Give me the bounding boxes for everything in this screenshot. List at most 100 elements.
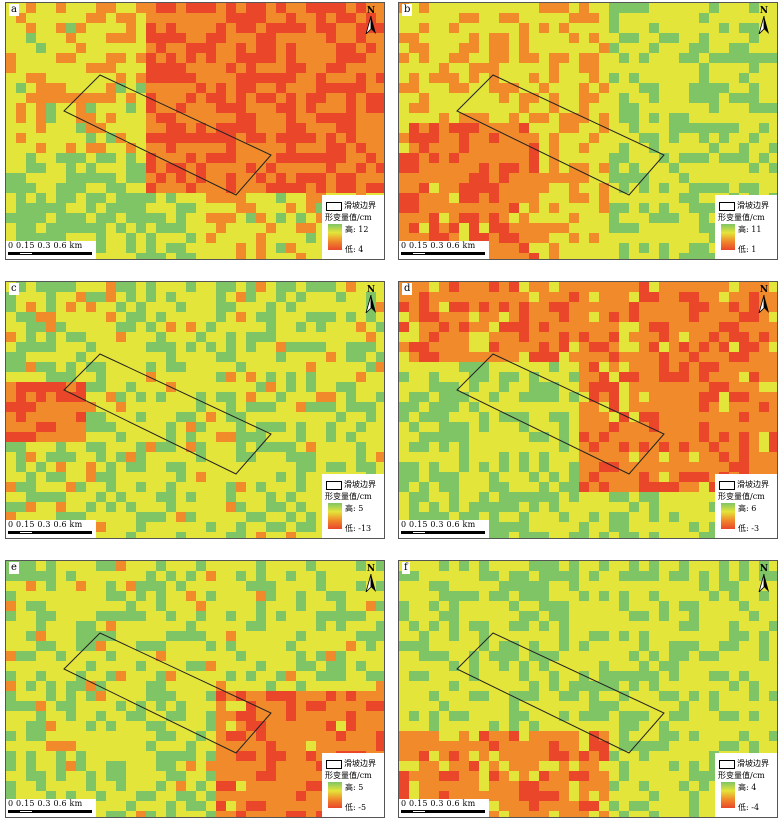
scale-bar-labels: 0 0.15 0.3 0.6 km (401, 241, 476, 250)
scale-bar-labels: 0 0.15 0.3 0.6 km (401, 799, 476, 808)
legend-high-value: 5 (358, 783, 364, 792)
map-panel-b: b N 0 0.15 0.3 0.6 km 滑坡边界 形变量值/cm 高: 11… (398, 2, 778, 260)
north-arrow-icon: N (757, 285, 771, 315)
legend: 滑坡边界 形变量值/cm 高: 6 低: -3 (715, 474, 777, 538)
scale-bar-graphic (8, 531, 92, 534)
legend-high-value: 12 (358, 225, 369, 234)
scale-bar-graphic (401, 252, 485, 255)
legend-boundary-label: 滑坡边界 (344, 759, 376, 768)
color-ramp (721, 224, 735, 250)
legend-low-prefix: 低: (345, 245, 359, 254)
legend-low-prefix: 低: (345, 803, 359, 812)
color-ramp (721, 503, 735, 529)
legend-low-value: -3 (751, 524, 760, 533)
north-arrow-icon: N (757, 564, 771, 594)
north-arrow-icon: N (364, 564, 378, 594)
deformation-map (6, 282, 384, 538)
scale-bar-graphic (401, 531, 485, 534)
scale-bar: 0 0.15 0.3 0.6 km (399, 799, 489, 817)
boundary-symbol-icon (719, 480, 735, 490)
legend-title: 形变量值/cm (325, 492, 372, 501)
deformation-map (6, 561, 384, 817)
map-panel-d: d N 0 0.15 0.3 0.6 km 滑坡边界 形变量值/cm 高: 6 … (398, 281, 778, 539)
legend-high-value: 6 (751, 504, 757, 513)
legend-boundary-label: 滑坡边界 (737, 759, 769, 768)
legend-low-value: 4 (358, 245, 364, 254)
landslide-boundary (63, 632, 272, 754)
north-arrow-icon: N (757, 6, 771, 36)
deformation-map (6, 3, 384, 259)
legend-low-value: -13 (358, 524, 372, 533)
legend-boundary-label: 滑坡边界 (344, 201, 376, 210)
boundary-symbol-icon (326, 201, 342, 211)
scale-bar-graphic (8, 252, 92, 255)
legend-low-value: -4 (751, 803, 760, 812)
color-ramp (328, 782, 342, 808)
legend-boundary-label: 滑坡边界 (344, 480, 376, 489)
north-label: N (759, 6, 769, 16)
legend-high-value: 5 (358, 504, 364, 513)
panel-label: b (402, 4, 413, 16)
north-label: N (366, 285, 376, 295)
north-label: N (759, 285, 769, 295)
legend-high-prefix: 高: (345, 225, 359, 234)
legend: 滑坡边界 形变量值/cm 高: 5 低: -5 (322, 753, 384, 817)
scale-bar-labels: 0 0.15 0.3 0.6 km (8, 799, 83, 808)
scale-bar: 0 0.15 0.3 0.6 km (6, 799, 96, 817)
legend-title: 形变量值/cm (718, 492, 765, 501)
legend-low-prefix: 低: (738, 803, 752, 812)
legend: 滑坡边界 形变量值/cm 高: 11 低: 1 (715, 195, 777, 259)
scale-bar-labels: 0 0.15 0.3 0.6 km (401, 520, 476, 529)
scale-bar: 0 0.15 0.3 0.6 km (399, 241, 489, 259)
legend: 滑坡边界 形变量值/cm 高: 4 低: -4 (715, 753, 777, 817)
landslide-boundary (456, 74, 665, 196)
legend-title: 形变量值/cm (325, 771, 372, 780)
color-ramp (328, 224, 342, 250)
color-ramp (328, 503, 342, 529)
color-ramp (721, 782, 735, 808)
panel-label: e (9, 562, 19, 574)
panel-label: c (9, 283, 19, 295)
panel-label: f (402, 562, 410, 574)
boundary-symbol-icon (719, 201, 735, 211)
north-label: N (759, 564, 769, 574)
boundary-symbol-icon (326, 480, 342, 490)
scale-bar-graphic (8, 810, 92, 813)
legend-title: 形变量值/cm (718, 213, 765, 222)
legend-high-value: 4 (751, 783, 757, 792)
north-arrow-icon: N (364, 6, 378, 36)
legend-boundary-label: 滑坡边界 (737, 201, 769, 210)
map-panel-f: f N 0 0.15 0.3 0.6 km 滑坡边界 形变量值/cm 高: 4 … (398, 560, 778, 818)
legend-low-value: -5 (358, 803, 367, 812)
legend-title: 形变量值/cm (718, 771, 765, 780)
north-label: N (366, 6, 376, 16)
scale-bar: 0 0.15 0.3 0.6 km (6, 520, 96, 538)
scale-bar-graphic (401, 810, 485, 813)
north-label: N (366, 564, 376, 574)
panel-label: a (9, 4, 19, 16)
legend-low-prefix: 低: (738, 524, 752, 533)
scale-bar: 0 0.15 0.3 0.6 km (6, 241, 96, 259)
legend: 滑坡边界 形变量值/cm 高: 12 低: 4 (322, 195, 384, 259)
scale-bar-labels: 0 0.15 0.3 0.6 km (8, 520, 83, 529)
legend-high-prefix: 高: (738, 225, 752, 234)
map-panel-c: c N 0 0.15 0.3 0.6 km 滑坡边界 形变量值/cm 高: 5 … (5, 281, 385, 539)
landslide-boundary (63, 74, 272, 196)
legend-low-value: 1 (751, 245, 757, 254)
legend-high-value: 11 (751, 225, 762, 234)
legend-high-prefix: 高: (738, 783, 752, 792)
boundary-symbol-icon (326, 759, 342, 769)
panel-label: d (402, 283, 413, 295)
north-arrow-icon: N (364, 285, 378, 315)
landslide-boundary (63, 353, 272, 475)
map-panel-a: a N 0 0.15 0.3 0.6 km 滑坡边界 形变量值/cm 高: 12… (5, 2, 385, 260)
legend-boundary-label: 滑坡边界 (737, 480, 769, 489)
scale-bar-labels: 0 0.15 0.3 0.6 km (8, 241, 83, 250)
legend-high-prefix: 高: (345, 783, 359, 792)
legend-high-prefix: 高: (738, 504, 752, 513)
legend-low-prefix: 低: (738, 245, 752, 254)
landslide-boundary (456, 632, 665, 754)
map-panel-e: e N 0 0.15 0.3 0.6 km 滑坡边界 形变量值/cm 高: 5 … (5, 560, 385, 818)
legend-high-prefix: 高: (345, 504, 359, 513)
legend-title: 形变量值/cm (325, 213, 372, 222)
